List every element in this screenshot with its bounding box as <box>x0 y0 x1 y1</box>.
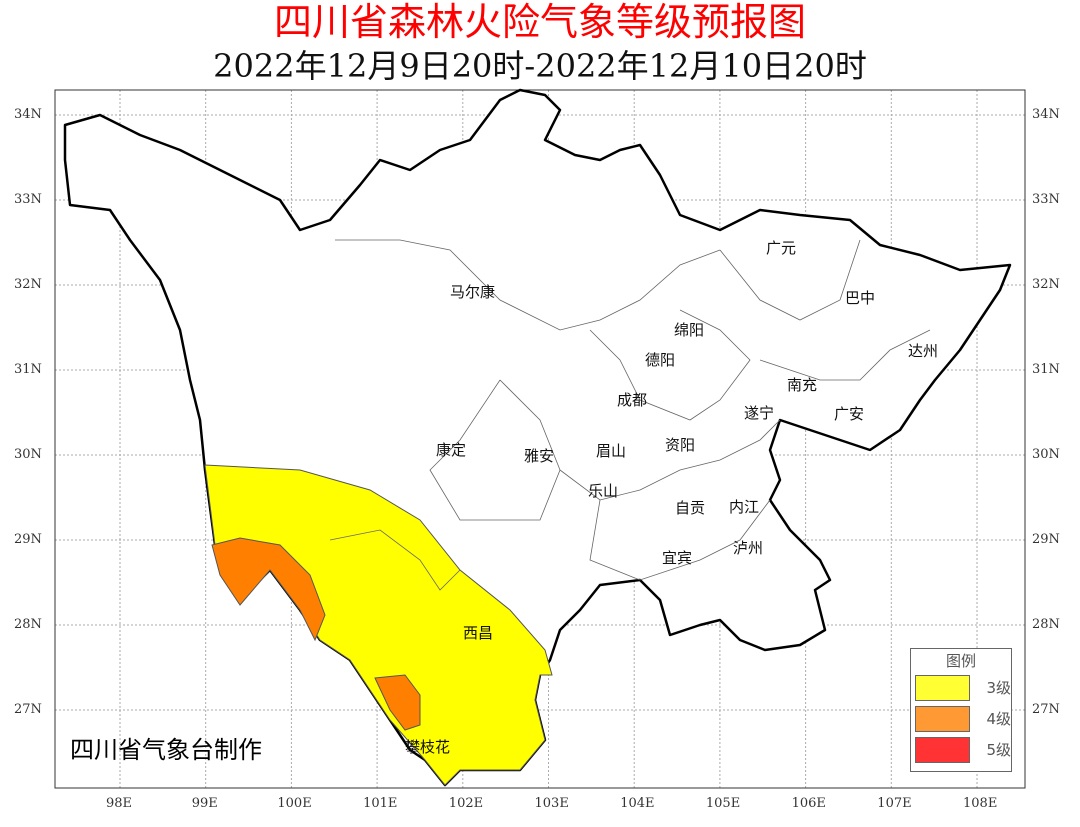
lon-tick-label: 105E <box>705 796 741 811</box>
map-subtitle: 2022年12月9日20时-2022年12月10日20时 <box>213 47 867 85</box>
lat-tick-label: 33N <box>14 192 42 207</box>
legend-label: 3级 <box>986 678 1011 697</box>
city-label: 达州 <box>908 342 939 360</box>
legend-item: 3级 <box>915 674 1011 701</box>
legend: 图例 3级 4级 5级 <box>910 648 1012 772</box>
city-boundaries <box>329 239 931 591</box>
city-label: 康定 <box>436 441 467 459</box>
city-label: 宜宾 <box>662 549 693 567</box>
city-label: 资阳 <box>665 436 696 454</box>
lon-tick-label: 102E <box>448 796 484 811</box>
map-frame <box>54 89 1026 789</box>
lat-tick-label: 30N <box>1032 447 1060 462</box>
city-label: 德阳 <box>645 351 676 369</box>
lat-tick-label: 31N <box>1032 362 1060 377</box>
legend-swatch <box>915 705 971 732</box>
lon-tick-label: 101E <box>363 796 398 811</box>
lat-tick-label: 31N <box>14 362 42 377</box>
lat-tick-label: 29N <box>1032 532 1060 547</box>
city-label: 乐山 <box>588 482 619 500</box>
legend-swatch <box>915 736 971 763</box>
lat-tick-label: 28N <box>1032 617 1060 632</box>
legend-title: 图例 <box>945 652 976 670</box>
city-label: 泸州 <box>733 539 764 557</box>
map-title: 四川省森林火险气象等级预报图 <box>273 0 806 44</box>
lon-tick-label: 103E <box>534 796 569 811</box>
lat-tick-label: 27N <box>14 702 42 717</box>
legend-item: 5级 <box>915 736 1011 763</box>
lat-tick-label: 34N <box>14 107 42 122</box>
lon-tick-label: 108E <box>963 796 998 811</box>
city-label: 广元 <box>766 239 797 257</box>
credit-text: 四川省气象台制作 <box>70 736 262 764</box>
level4-zone <box>211 537 326 642</box>
lat-tick-label: 27N <box>1032 702 1060 717</box>
lat-tick-label: 34N <box>1032 107 1060 122</box>
city-label: 内江 <box>729 498 760 516</box>
lat-tick-label: 28N <box>14 617 42 632</box>
city-label: 眉山 <box>596 442 627 460</box>
lat-tick-label: 32N <box>14 277 42 292</box>
legend-label: 4级 <box>986 709 1011 728</box>
lat-tick-label: 33N <box>1032 192 1060 207</box>
lat-tick-label: 29N <box>14 532 42 547</box>
city-label: 自贡 <box>675 499 706 517</box>
legend-item: 4级 <box>915 705 1011 732</box>
city-label: 绵阳 <box>674 321 705 339</box>
lat-tick-label: 32N <box>1032 277 1060 292</box>
lon-tick-label: 104E <box>620 796 655 811</box>
city-label: 西昌 <box>463 624 494 642</box>
city-label: 巴中 <box>845 289 876 307</box>
legend-label: 5级 <box>986 740 1011 759</box>
city-label: 马尔康 <box>450 283 496 301</box>
lat-tick-label: 30N <box>14 447 42 462</box>
city-label: 遂宁 <box>744 404 775 422</box>
lon-tick-label: 98E <box>106 796 133 811</box>
legend-swatch <box>915 674 971 701</box>
lon-tick-label: 106E <box>791 796 826 811</box>
city-label: 雅安 <box>524 447 555 465</box>
lon-tick-label: 99E <box>191 796 218 811</box>
lon-tick-label: 100E <box>277 796 312 811</box>
city-label: 攀枝花 <box>405 738 451 756</box>
level4-zone <box>374 674 421 731</box>
city-label: 成都 <box>617 391 648 409</box>
city-label: 南充 <box>787 376 818 394</box>
lon-tick-label: 107E <box>877 796 912 811</box>
city-label: 广安 <box>834 405 865 423</box>
